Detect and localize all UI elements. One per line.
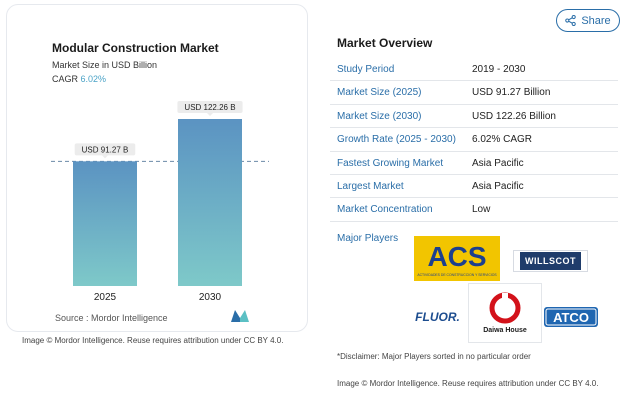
overview-value: 2019 - 2030 [472,64,526,75]
data-label-bg [177,101,243,113]
daiwa-house-logo-text: Daiwa House [483,327,527,334]
tick-label-2025: 2025 [94,292,117,303]
overview-key: Largest Market [337,180,404,192]
overview-key: Market Size (2030) [337,110,422,122]
overview-row-largest-market: Largest Market Asia Pacific [330,175,618,199]
major-players-label: Major Players [337,233,399,244]
acs-logo-text: ACS [427,241,486,272]
overview-row-market-size-2025: Market Size (2025) USD 91.27 Billion [330,81,618,105]
fluor-logo: FLUOR. [415,310,460,324]
chart-cagr: CAGR 6.02% [52,74,106,84]
willscot-logo-text: WILLSCOT [520,252,581,270]
tick-label-2030: 2030 [199,292,222,303]
overview-key: Market Size (2025) [337,87,422,99]
overview-value: USD 122.26 Billion [472,110,556,122]
overview-key: Market Concentration [337,204,433,216]
acs-logo: ACS ACTIVIDADES DE CONSTRUCCION Y SERVIC… [414,236,500,281]
bar-2030 [178,119,242,286]
data-label-bg [74,143,136,156]
atco-logo-text: ATCO [553,310,589,325]
share-button[interactable]: Share [556,9,620,32]
cagr-value: 6.02% [80,74,107,84]
overview-row-fastest-growing: Fastest Growing Market Asia Pacific [330,152,618,175]
cagr-label: CAGR [52,74,79,84]
data-label-pointer [207,113,213,116]
data-label-pointer [102,155,108,159]
atco-logo: ATCO [544,307,598,327]
attribution-left: Image © Mordor Intelligence. Reuse requi… [22,336,284,345]
overview-value: Asia Pacific [472,157,524,169]
mordor-logo-icon [231,310,249,322]
chart-title: Modular Construction Market [52,41,219,55]
daiwa-house-logo: Daiwa House [468,283,542,343]
chart-subtitle: Market Size in USD Billion [52,60,158,70]
bar-2025 [73,161,137,286]
overview-value: 6.02% CAGR [472,134,533,146]
disclaimer: *Disclaimer: Major Players sorted in no … [337,352,531,361]
acs-logo-tagline: ACTIVIDADES DE CONSTRUCCION Y SERVICIOS [417,273,497,277]
willscot-logo: WILLSCOT [513,250,588,272]
data-label: USD 91.27 B [82,145,129,154]
overview-key: Growth Rate (2025 - 2030) [337,134,456,146]
overview-row-concentration: Market Concentration Low [330,198,618,222]
attribution-right: Image © Mordor Intelligence. Reuse requi… [337,379,599,388]
bar-chart: USD 91.27 B 2025 USD 122.26 B 2030 [51,101,269,303]
overview-value: Asia Pacific [472,180,524,192]
overview-row-growth-rate: Growth Rate (2025 - 2030) 6.02% CAGR [330,128,618,152]
share-label: Share [581,14,611,27]
data-label: USD 122.26 B [184,103,235,112]
overview-value: USD 91.27 Billion [472,87,551,99]
daiwa-house-mark-icon [489,292,521,324]
overview-title: Market Overview [337,36,433,50]
overview-table: Study Period 2019 - 2030 Market Size (20… [330,58,618,222]
chart-source: Source : Mordor Intelligence [55,313,168,323]
overview-row-study-period: Study Period 2019 - 2030 [330,58,618,82]
share-icon [565,15,577,26]
overview-row-market-size-2030: Market Size (2030) USD 122.26 Billion [330,105,618,129]
overview-value: Low [472,204,491,216]
overview-key: Fastest Growing Market [337,157,444,169]
chart-card: Modular Construction Market Market Size … [6,4,308,332]
overview-key: Study Period [337,64,395,75]
